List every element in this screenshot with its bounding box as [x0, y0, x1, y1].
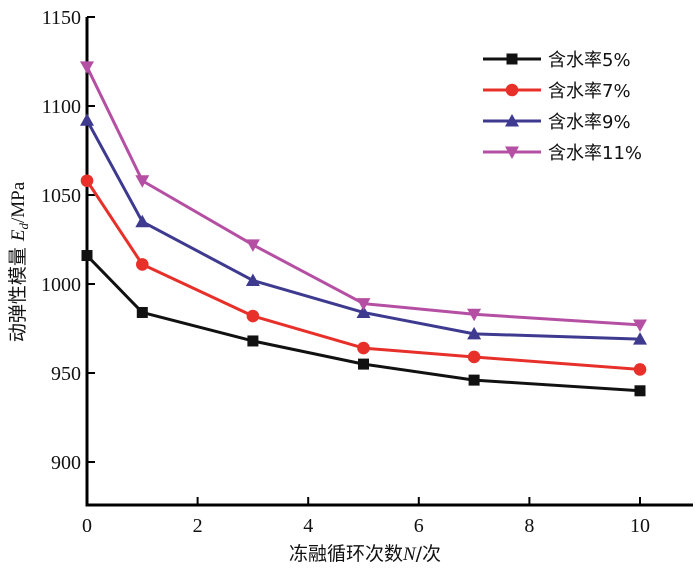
y-tick-label: 1150 [42, 7, 81, 29]
legend-label: 含水率7% [548, 81, 631, 102]
y-axis-title-var: E [8, 229, 29, 242]
x-tick-label: 4 [303, 515, 313, 537]
data-point [246, 309, 260, 323]
data-point [634, 385, 646, 397]
data-point [80, 174, 94, 188]
x-axis-title-var: N [402, 544, 417, 565]
data-point [245, 239, 260, 252]
legend-item: 含水率11% [483, 143, 642, 164]
series-2 [80, 174, 647, 376]
legend-marker [505, 114, 519, 127]
data-point [80, 113, 94, 126]
legend-item: 含水率7% [483, 81, 631, 102]
x-tick-label: 10 [630, 515, 650, 537]
data-point [135, 214, 150, 228]
data-point [356, 305, 371, 318]
series-1 [81, 250, 646, 397]
data-point [135, 175, 150, 188]
data-point [136, 306, 148, 318]
legend-item: 含水率9% [483, 112, 631, 133]
data-point [356, 298, 371, 311]
series-line [85, 66, 641, 327]
series-line [85, 119, 641, 341]
data-point [247, 335, 259, 347]
y-axis-title-sub: d [16, 223, 31, 230]
series-4 [80, 61, 647, 332]
y-tick-label: 950 [51, 363, 81, 385]
series-layer [80, 61, 647, 397]
y-tick-label: 1050 [41, 185, 81, 207]
legend-marker [506, 53, 518, 65]
y-axis-title-suffix: /MPa [8, 181, 29, 223]
data-point [468, 374, 480, 386]
x-axis-title-suffix: /次 [416, 543, 441, 565]
x-axis-title-prefix: 冻融循环次数 [289, 543, 403, 565]
data-point [358, 358, 369, 370]
legend-label: 含水率11% [548, 143, 642, 164]
data-point [136, 258, 149, 271]
x-tick-label: 0 [82, 515, 92, 537]
data-point [80, 61, 94, 74]
x-axis-title: 冻融循环次数N/次 [289, 543, 441, 565]
series-3 [80, 113, 647, 345]
series-line [85, 179, 641, 371]
y-axis-title: 动弹性模量 Ed/MPa [7, 181, 31, 342]
legend-label: 含水率9% [548, 112, 631, 133]
data-point [467, 350, 481, 364]
data-point [467, 326, 482, 340]
y-tick-label: 900 [51, 452, 81, 474]
legend: 含水率5% 含水率7% 含水率9% 含水率11% [483, 50, 642, 164]
data-point [633, 319, 647, 332]
axes: 900 950 1000 1050 1100 1150 0 2 4 6 8 10 [41, 7, 693, 537]
legend-item: 含水率5% [483, 50, 631, 71]
series-line [85, 254, 641, 393]
data-point [467, 308, 482, 322]
y-tick-label: 1000 [41, 274, 81, 296]
x-tick-label: 6 [414, 515, 424, 537]
legend-marker [505, 83, 519, 97]
data-point [633, 363, 647, 376]
legend-label: 含水率5% [548, 50, 631, 71]
x-tick-label: 2 [193, 515, 203, 537]
data-point [633, 332, 647, 345]
data-point [81, 250, 93, 262]
y-tick-label: 1100 [42, 96, 81, 118]
legend-marker [505, 146, 519, 159]
data-point [357, 341, 370, 355]
x-tick-label: 8 [524, 515, 534, 537]
y-axis-title-prefix: 动弹性模量 [7, 241, 29, 342]
data-point [245, 273, 260, 286]
